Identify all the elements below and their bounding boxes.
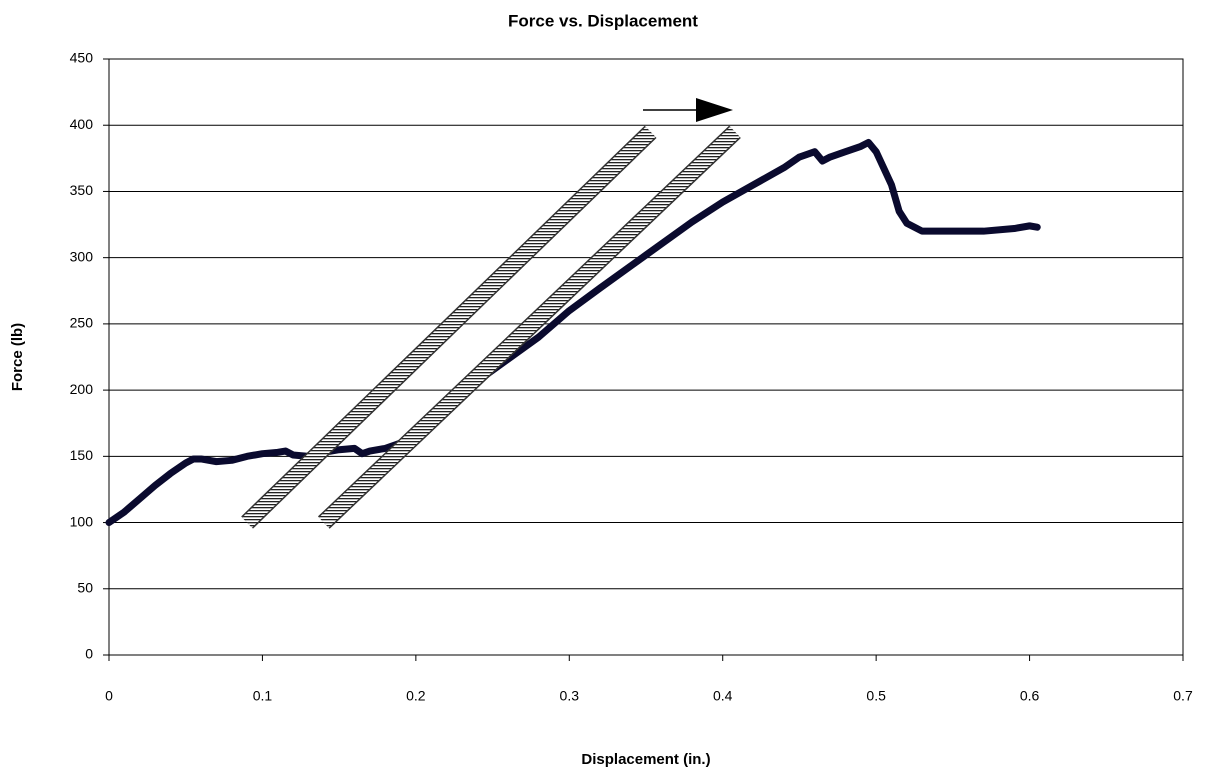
y-tick-label: 100 xyxy=(70,513,94,529)
y-tick-label: 250 xyxy=(70,315,94,331)
x-tick-label: 0.7 xyxy=(1173,688,1193,704)
chart: Force vs. Displacement Displacement (in.… xyxy=(0,0,1206,771)
y-tick-label: 300 xyxy=(70,248,94,264)
x-tick-label: 0.3 xyxy=(560,688,580,704)
y-tick-label: 50 xyxy=(77,579,93,595)
x-tick-label: 0.5 xyxy=(866,688,886,704)
x-tick-label: 0.4 xyxy=(713,688,733,704)
y-tick-label: 0 xyxy=(85,646,93,662)
plot-area xyxy=(109,59,1183,655)
x-tick-label: 0.2 xyxy=(406,688,426,704)
y-tick-label: 450 xyxy=(70,50,94,66)
x-axis-label: Displacement (in.) xyxy=(581,751,710,768)
x-tick-label: 0.6 xyxy=(1020,688,1040,704)
x-tick-label: 0.1 xyxy=(253,688,273,704)
y-axis-label: Force (lb) xyxy=(9,323,26,391)
y-tick-label: 150 xyxy=(70,447,94,463)
x-tick-label: 0 xyxy=(105,688,113,704)
y-tick-label: 200 xyxy=(70,381,94,397)
y-tick-label: 350 xyxy=(70,182,94,198)
y-tick-label: 400 xyxy=(70,116,94,132)
chart-title: Force vs. Displacement xyxy=(508,11,698,30)
